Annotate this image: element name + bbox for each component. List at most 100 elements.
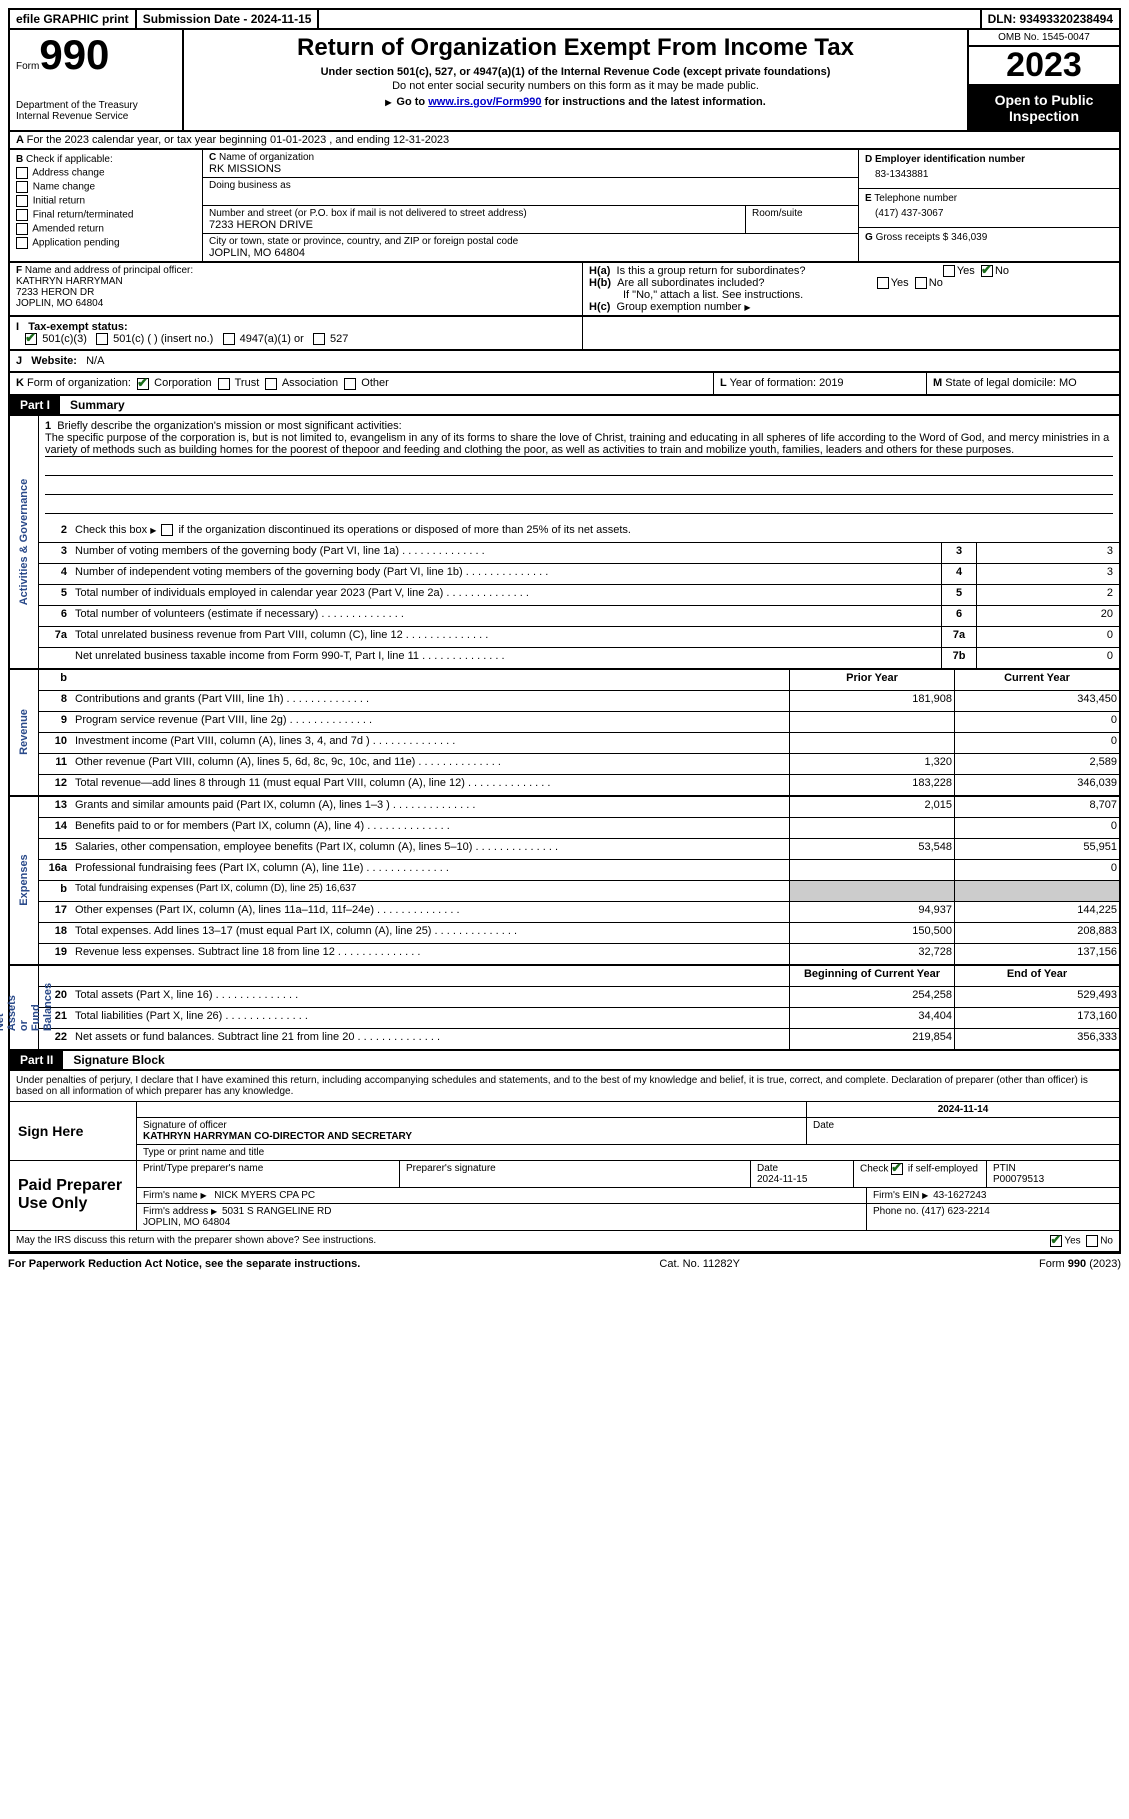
- penalty-statement: Under penalties of perjury, I declare th…: [10, 1071, 1119, 1102]
- summary-line: bTotal fundraising expenses (Part IX, co…: [39, 881, 1119, 902]
- column-f: F Name and address of principal officer:…: [10, 263, 583, 315]
- chk-corp[interactable]: [137, 378, 149, 390]
- form-title: Return of Organization Exempt From Incom…: [190, 34, 961, 62]
- firm-name: NICK MYERS CPA PC: [214, 1190, 315, 1201]
- summary-line: 20Total assets (Part X, line 16)254,2585…: [39, 987, 1119, 1008]
- row-i: I Tax-exempt status: 501(c)(3) 501(c) ( …: [8, 317, 1121, 351]
- officer-sig: KATHRYN HARRYMAN CO-DIRECTOR AND SECRETA…: [143, 1131, 412, 1142]
- dept-label: Department of the Treasury Internal Reve…: [16, 100, 176, 122]
- summary-line: 4Number of independent voting members of…: [39, 564, 1119, 585]
- row-k: K Form of organization: Corporation Trus…: [8, 373, 1121, 395]
- summary-line: 6Total number of volunteers (estimate if…: [39, 606, 1119, 627]
- chk-address-change[interactable]: [16, 167, 28, 179]
- year-formation: 2019: [819, 377, 843, 389]
- chk-hb-no[interactable]: [915, 277, 927, 289]
- arrow-icon: [385, 96, 393, 108]
- expenses: Expenses 13Grants and similar amounts pa…: [8, 797, 1121, 966]
- open-inspection: Open to Public Inspection: [969, 86, 1119, 130]
- chk-trust[interactable]: [218, 378, 230, 390]
- chk-527[interactable]: [313, 333, 325, 345]
- summary-line: Net unrelated business taxable income fr…: [39, 648, 1119, 668]
- beg-year-hdr: Beginning of Current Year: [789, 966, 954, 986]
- chk-ha-yes[interactable]: [943, 265, 955, 277]
- arrow-icon: [200, 1190, 208, 1201]
- sign-here-label: Sign Here: [10, 1102, 137, 1160]
- ein: 83-1343881: [865, 165, 1113, 184]
- phone: (417) 437-3067: [865, 204, 1113, 223]
- prior-year-hdr: Prior Year: [789, 670, 954, 690]
- part1-header: Part I Summary: [8, 396, 1121, 416]
- ptin: P00079513: [993, 1174, 1044, 1185]
- revenue: Revenue b Prior Year Current Year 8Contr…: [8, 670, 1121, 797]
- block-bcd: B Check if applicable: Address change Na…: [8, 150, 1121, 263]
- chk-discuss-yes[interactable]: [1050, 1235, 1062, 1247]
- summary-line: 16aProfessional fundraising fees (Part I…: [39, 860, 1119, 881]
- line-2: 2 Check this box if the organization dis…: [39, 522, 1119, 543]
- chk-hb-yes[interactable]: [877, 277, 889, 289]
- chk-assoc[interactable]: [265, 378, 277, 390]
- summary-line: 8Contributions and grants (Part VIII, li…: [39, 691, 1119, 712]
- summary-line: 18Total expenses. Add lines 13–17 (must …: [39, 923, 1119, 944]
- chk-other[interactable]: [344, 378, 356, 390]
- chk-name-change[interactable]: [16, 181, 28, 193]
- header-left: Form990 Department of the Treasury Inter…: [10, 30, 184, 130]
- summary-line: 19Revenue less expenses. Subtract line 1…: [39, 944, 1119, 964]
- discuss-row: May the IRS discuss this return with the…: [10, 1231, 1119, 1251]
- activities-governance: Activities & Governance 1 Briefly descri…: [8, 416, 1121, 670]
- summary-line: 10Investment income (Part VIII, column (…: [39, 733, 1119, 754]
- cat-no: Cat. No. 11282Y: [360, 1258, 1039, 1270]
- arrow-icon: [922, 1190, 930, 1201]
- chk-final-return[interactable]: [16, 209, 28, 221]
- chk-discuss-no[interactable]: [1086, 1235, 1098, 1247]
- chk-amended[interactable]: [16, 223, 28, 235]
- paperwork-notice: For Paperwork Reduction Act Notice, see …: [8, 1258, 360, 1270]
- end-year-hdr: End of Year: [954, 966, 1119, 986]
- summary-line: 12Total revenue—add lines 8 through 11 (…: [39, 775, 1119, 795]
- chk-initial-return[interactable]: [16, 195, 28, 207]
- dln: DLN: 93493320238494: [982, 10, 1119, 28]
- firm-ein: 43-1627243: [933, 1190, 986, 1201]
- summary-line: 3Number of voting members of the governi…: [39, 543, 1119, 564]
- chk-501c[interactable]: [96, 333, 108, 345]
- summary-line: 15Salaries, other compensation, employee…: [39, 839, 1119, 860]
- firm-phone: (417) 623-2214: [921, 1206, 989, 1217]
- chk-discontinued[interactable]: [161, 524, 173, 536]
- mission-text: The specific purpose of the corporation …: [45, 432, 1113, 457]
- vlabel-net-assets: Net Assets or Fund Balances: [10, 966, 39, 1049]
- summary-line: 21Total liabilities (Part X, line 26)34,…: [39, 1008, 1119, 1029]
- col-header-row: b Prior Year Current Year: [39, 670, 1119, 691]
- header-sub1: Under section 501(c), 527, or 4947(a)(1)…: [190, 66, 961, 78]
- chk-self-employed[interactable]: [891, 1163, 903, 1175]
- arrow-icon: [744, 301, 752, 313]
- summary-line: 17Other expenses (Part IX, column (A), l…: [39, 902, 1119, 923]
- chk-4947[interactable]: [223, 333, 235, 345]
- header-right: OMB No. 1545-0047 2023 Open to Public In…: [969, 30, 1119, 130]
- chk-app-pending[interactable]: [16, 237, 28, 249]
- form-number: 990: [39, 31, 109, 78]
- org-city: JOPLIN, MO 64804: [209, 247, 852, 259]
- vlabel-ag: Activities & Governance: [10, 416, 39, 668]
- summary-line: 5Total number of individuals employed in…: [39, 585, 1119, 606]
- top-fill: [319, 10, 981, 28]
- chk-ha-no[interactable]: [981, 265, 993, 277]
- gross-receipts: 346,039: [951, 232, 987, 243]
- header-mid: Return of Organization Exempt From Incom…: [184, 30, 969, 130]
- line-1: 1 Briefly describe the organization's mi…: [39, 416, 1119, 522]
- irs-link[interactable]: www.irs.gov/Form990: [428, 96, 541, 108]
- header-sub3: Go to www.irs.gov/Form990 for instructio…: [190, 96, 961, 108]
- summary-line: 11Other revenue (Part VIII, column (A), …: [39, 754, 1119, 775]
- form-header: Form990 Department of the Treasury Inter…: [8, 30, 1121, 132]
- summary-line: 7aTotal unrelated business revenue from …: [39, 627, 1119, 648]
- col-header-row-2: Beginning of Current Year End of Year: [39, 966, 1119, 987]
- part2-header: Part II Signature Block: [8, 1051, 1121, 1071]
- arrow-icon: [211, 1206, 219, 1217]
- sig-date: 2024-11-14: [938, 1104, 989, 1115]
- block-fh: F Name and address of principal officer:…: [8, 263, 1121, 317]
- org-name: RK MISSIONS: [209, 163, 852, 175]
- paid-preparer-label: Paid Preparer Use Only: [10, 1161, 137, 1230]
- chk-501c3[interactable]: [25, 333, 37, 345]
- top-bar: efile GRAPHIC print Submission Date - 20…: [8, 8, 1121, 30]
- summary-line: 14Benefits paid to or for members (Part …: [39, 818, 1119, 839]
- column-c: C Name of organization RK MISSIONS Doing…: [203, 150, 858, 261]
- signature-block: Under penalties of perjury, I declare th…: [8, 1071, 1121, 1253]
